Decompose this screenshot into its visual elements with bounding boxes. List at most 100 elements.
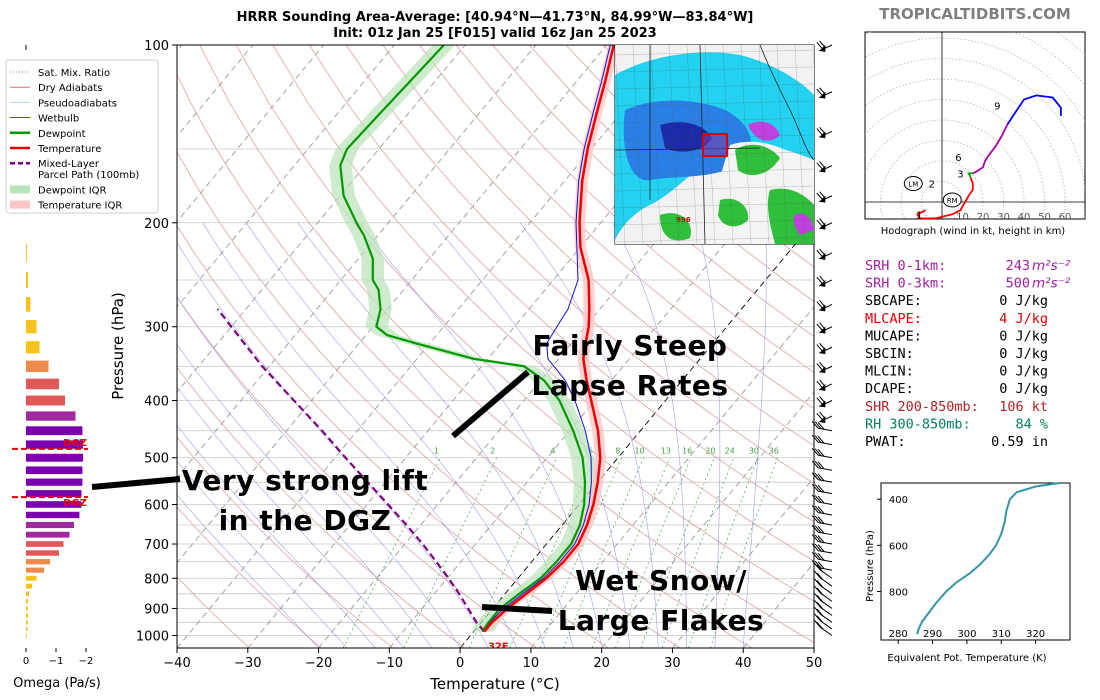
- mixing-ratio-label: 30: [749, 447, 759, 456]
- hodograph: 10 20 30 40 50 60 1 2 3 6 9 LM RM: [864, 31, 1086, 220]
- mixing-ratio-line: [688, 457, 759, 648]
- barb-feather: [816, 601, 824, 610]
- barb-feather: [817, 435, 825, 444]
- annotation-arrow: [451, 369, 530, 439]
- legend-label: Dewpoint IQR: [38, 185, 107, 196]
- map-county-line: [686, 45, 698, 244]
- wind-barb: [816, 396, 833, 408]
- index-value: 84 %: [1015, 416, 1048, 432]
- omega-bar: [26, 591, 29, 597]
- barb-staff: [818, 467, 833, 471]
- barb-feather: [817, 461, 825, 470]
- storm-motion-label: LM: [908, 181, 918, 189]
- wind-barb: [811, 551, 833, 563]
- barb-feather: [814, 515, 822, 524]
- barb-feather: [817, 525, 825, 534]
- wind-barb: [811, 460, 833, 471]
- barb-feather: [816, 621, 824, 630]
- theta-e-x-tick-label: 280: [889, 629, 908, 640]
- barb-feather: [817, 421, 825, 430]
- barb-feather: [817, 449, 825, 457]
- barb-feather: [816, 219, 824, 228]
- mixing-ratio-label: 36: [769, 447, 779, 456]
- annotation-text: Fairly Steep: [533, 329, 728, 362]
- isotherm: [177, 45, 466, 393]
- map-coastline: [759, 45, 814, 161]
- omega-bar: [26, 297, 31, 312]
- barb-feather: [817, 495, 825, 504]
- skew-t-profiles: 32F: [216, 45, 620, 648]
- mixing-ratio-line: [710, 457, 779, 648]
- y-tick-label: 400: [144, 395, 169, 410]
- y-tick-label: 500: [144, 452, 169, 467]
- wetbulb-line: [482, 45, 611, 632]
- radar-heavy-snow: [660, 122, 712, 152]
- annotation-text: Large Flakes: [558, 604, 764, 637]
- barb-feather: [819, 396, 826, 404]
- barb-feather: [817, 473, 825, 482]
- map-county-line: [615, 100, 814, 107]
- wind-barb: [816, 40, 833, 52]
- barb-feather: [816, 344, 824, 352]
- map-county-line: [740, 45, 752, 244]
- pseudoadiabat: [177, 296, 461, 648]
- index-row: MUCAPE: 0 J/kg: [865, 328, 1048, 344]
- barb-staff: [818, 454, 833, 459]
- barb-staff: [818, 490, 833, 495]
- legend: Sat. Mix. Ratio Dry Adiabats Pseudoadiabat…: [5, 59, 159, 214]
- map-county-line: [650, 45, 662, 244]
- omega-bar: [26, 378, 59, 390]
- barb-feather: [811, 543, 819, 551]
- legend-label: Temperature IQR: [37, 201, 122, 212]
- index-value: 106 kt: [999, 399, 1048, 415]
- barb-feather: [811, 515, 819, 523]
- omega-bar: [26, 341, 40, 354]
- barb-feather: [811, 524, 819, 533]
- barb-staff: [818, 522, 833, 526]
- index-label: SHR 200-850mb:: [865, 399, 979, 415]
- barb-feather: [817, 506, 825, 514]
- wind-barb: [814, 593, 833, 609]
- omega-bar: [26, 440, 83, 449]
- storm-motion-marker: [942, 192, 962, 208]
- map-county-line: [615, 236, 814, 243]
- wind-barb: [816, 191, 833, 203]
- dry-adiabat: [177, 436, 394, 648]
- theta-e-line: [916, 482, 1060, 635]
- legend-swatch: [10, 200, 30, 209]
- barb-feather: [811, 551, 819, 560]
- wind-barb: [811, 534, 833, 545]
- dry-adiabat: [419, 45, 814, 410]
- legend-item: Dewpoint: [10, 129, 86, 140]
- barb-feather: [819, 300, 826, 308]
- legend-label: Sat. Mix. Ratio: [38, 68, 110, 79]
- pseudoadiabat: [177, 343, 433, 648]
- barb-feather: [814, 585, 821, 594]
- mixing-ratio-label: 24: [725, 447, 735, 456]
- map-county-line: [615, 185, 814, 192]
- isotherm: [177, 45, 324, 223]
- barb-feather: [814, 525, 822, 534]
- omega-panel: DGZ DGZ 0 −1 −2: [12, 45, 93, 667]
- legend-label: Temperature: [37, 144, 101, 155]
- mixing-ratio-label: 8: [615, 447, 620, 456]
- annotation-text: Very strong lift: [182, 464, 429, 497]
- omega-bar: [26, 501, 82, 508]
- legend-item: Dry Adiabats: [10, 83, 102, 94]
- dry-adiabat: [177, 296, 537, 648]
- barb-feather: [816, 276, 824, 285]
- omega-bar: [26, 453, 83, 462]
- hodo-frame: [864, 31, 1086, 220]
- barb-feather: [811, 534, 819, 542]
- wind-barb: [811, 543, 833, 554]
- hodo-layer: 10 20 30 40 50 60 1 2 3 6 9 LM RM: [865, 32, 1085, 219]
- legend-label: Wetbulb: [38, 114, 79, 125]
- pseudoadiabat: [246, 222, 546, 648]
- mixing-ratio-line: [342, 457, 441, 648]
- omega-bar: [26, 244, 27, 262]
- wind-barb: [816, 322, 833, 334]
- barb-staff: [818, 441, 833, 446]
- map-county-line: [615, 219, 814, 226]
- index-row: SRH 0-3km: 500 m²s⁻²: [865, 276, 1071, 292]
- storm-motion-marker: [903, 176, 923, 192]
